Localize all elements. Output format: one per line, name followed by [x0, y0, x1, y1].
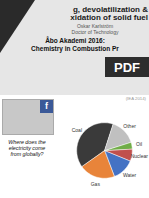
svg-text:Coal: Coal [72, 127, 82, 133]
svg-text:Nuclear: Nuclear [131, 153, 149, 159]
html-text:from globally?: from globally? [10, 151, 44, 157]
svg-text:Oil: Oil [136, 141, 142, 147]
html-text:g, devolatilization &: g, devolatilization & [72, 5, 148, 14]
html-text:PDF: PDF [114, 59, 140, 75]
svg-text:Gas: Gas [91, 181, 101, 187]
html-text:xidation of solid fuel: xidation of solid fuel [70, 13, 148, 22]
html-text:electricity come: electricity come [8, 145, 46, 151]
html-text:Where does the: Where does the [8, 139, 46, 145]
html-text:Åbo Akademi 2016:: Åbo Akademi 2016: [45, 37, 105, 44]
html-text:Doctor of Technology: Doctor of Technology [71, 29, 119, 35]
html-text:Oskar Karlström: Oskar Karlström [76, 23, 114, 29]
html-text:(IEA 2014): (IEA 2014) [125, 96, 146, 101]
html-text:Chemistry in Combustion Pr: Chemistry in Combustion Pr [31, 45, 119, 52]
svg-text:Other: Other [123, 123, 136, 129]
html-text:f: f [45, 101, 48, 111]
svg-text:Water: Water [123, 172, 136, 178]
